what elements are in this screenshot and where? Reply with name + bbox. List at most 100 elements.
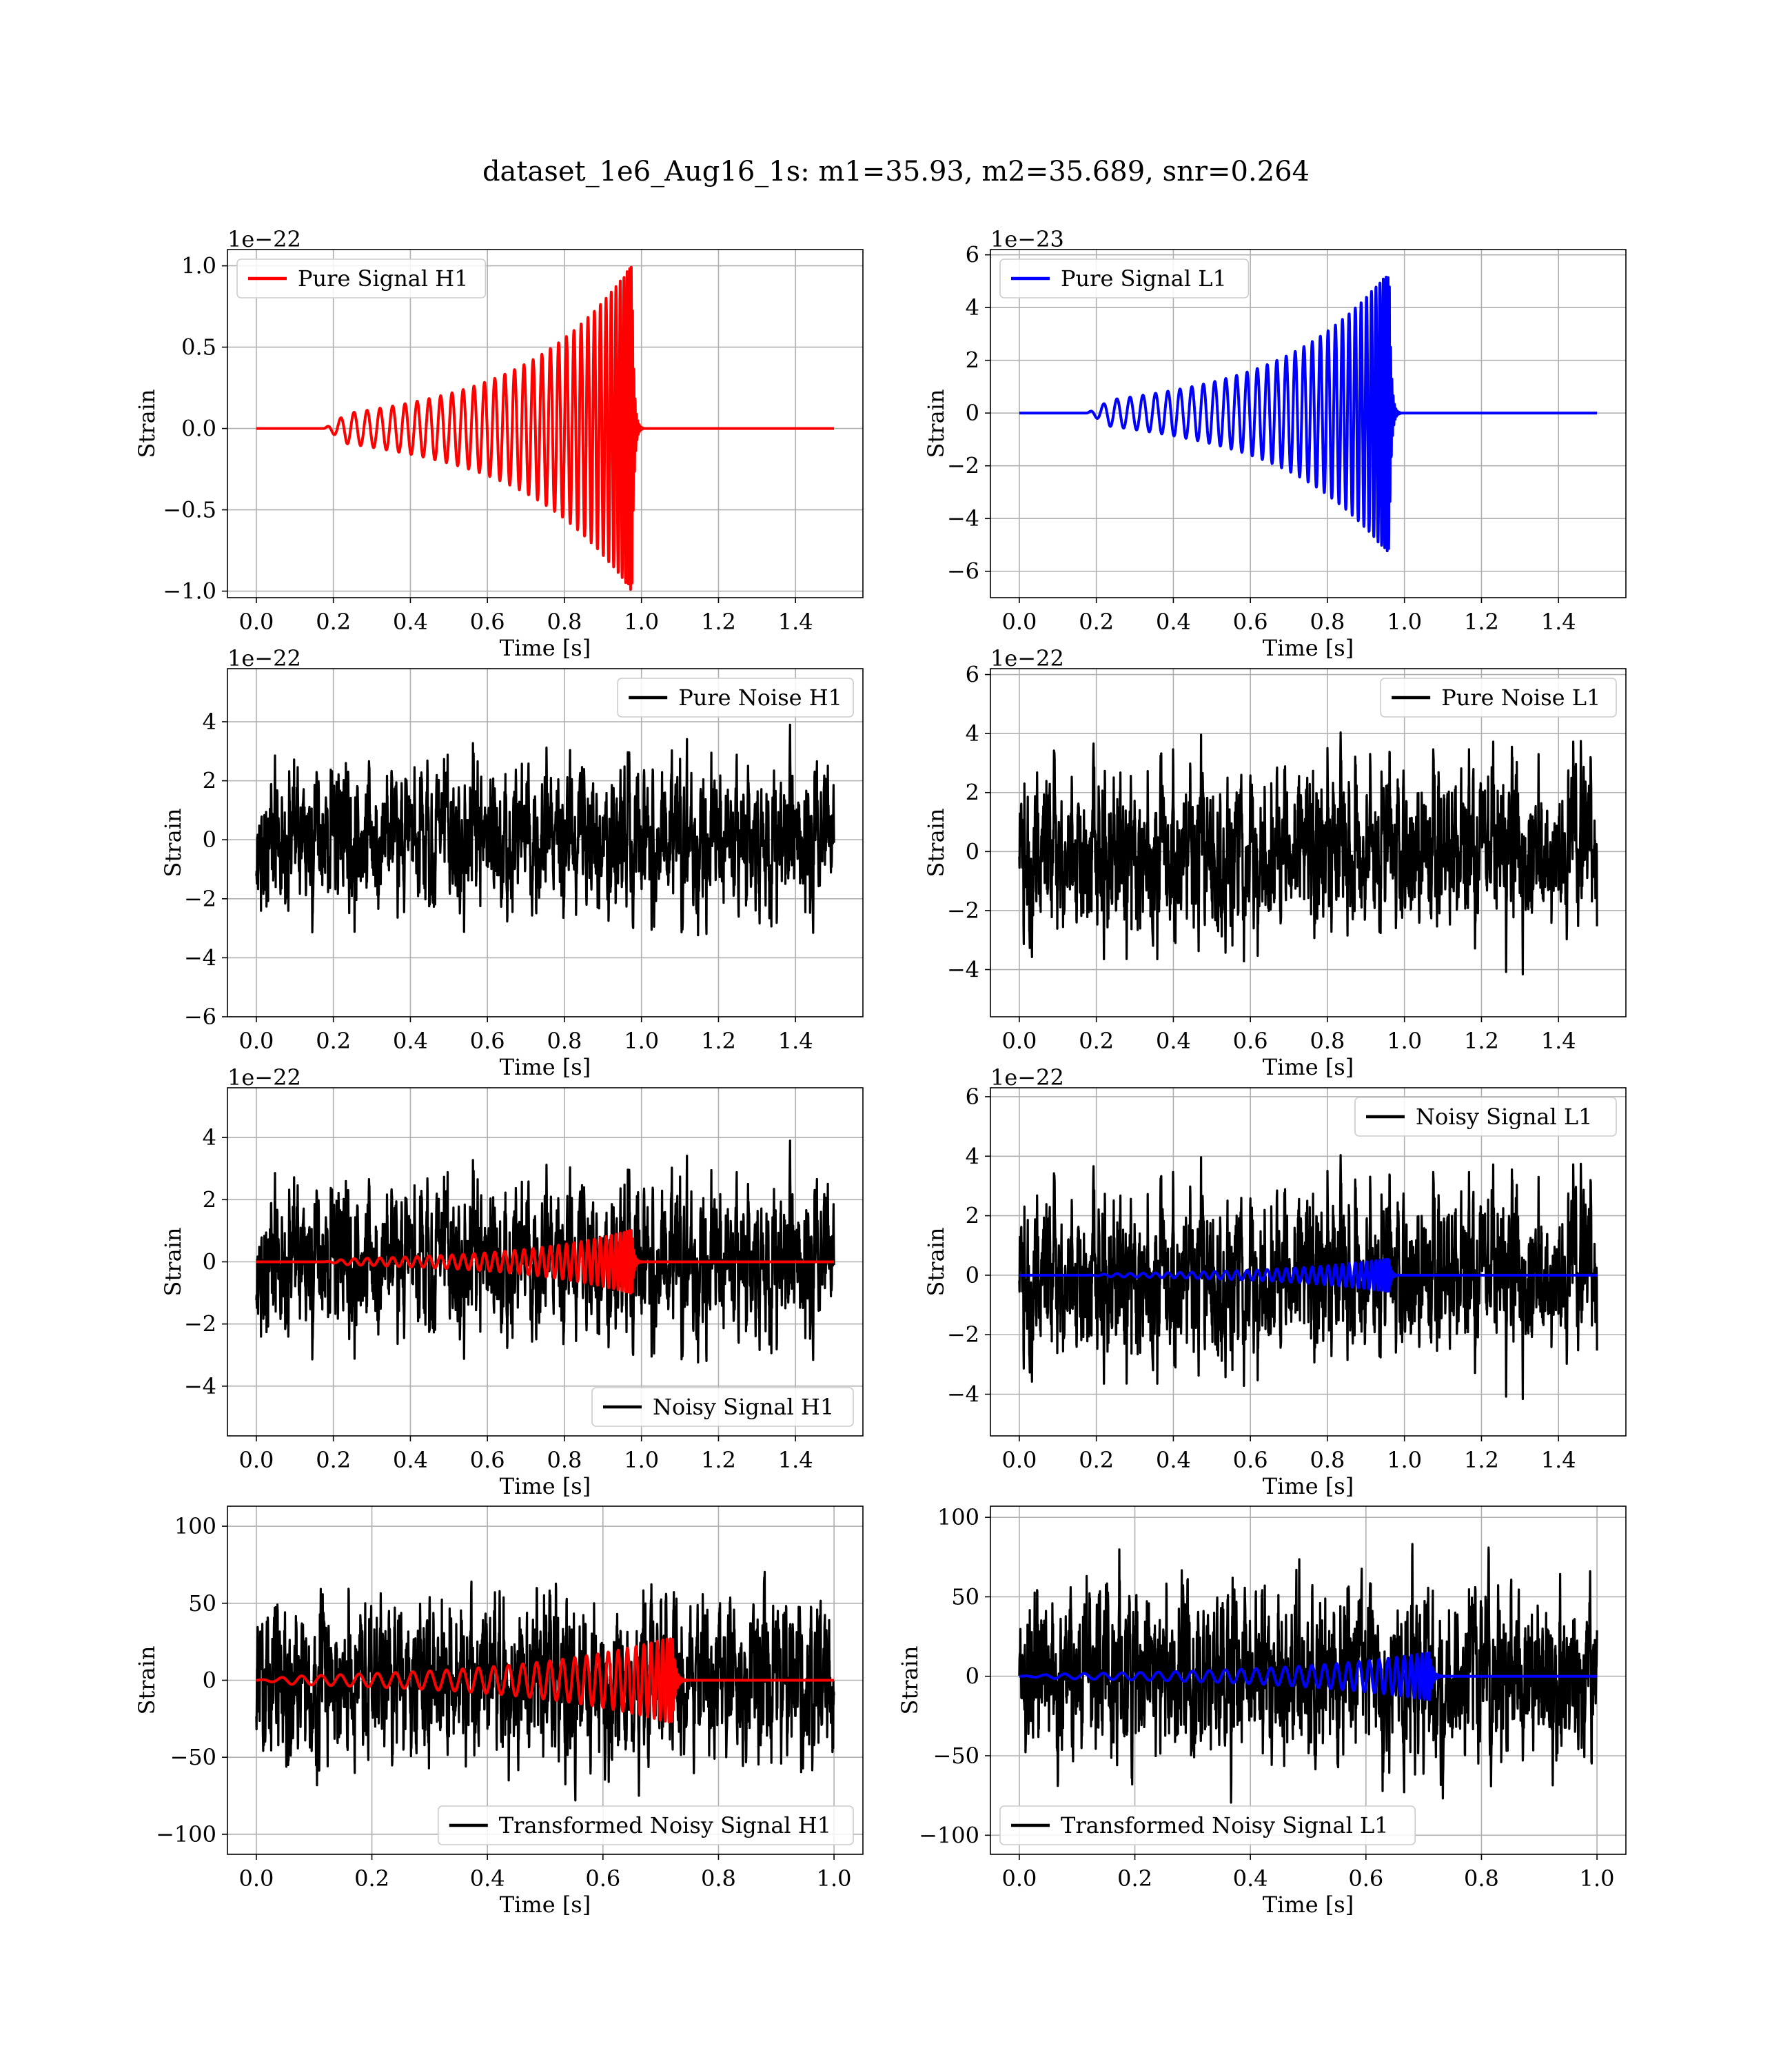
y-axis-label: Strain	[160, 1228, 186, 1297]
legend: Pure Noise H1	[617, 678, 854, 718]
y-tick-label: 6	[966, 662, 979, 688]
plot-frame	[990, 1506, 1627, 1855]
y-tick-label: 6	[966, 242, 979, 268]
y-tick-label: −4	[947, 1381, 979, 1408]
noise-series-line	[255, 723, 835, 937]
signal-series-line	[255, 265, 835, 591]
legend-label: Transformed Noisy Signal H1	[499, 1812, 831, 1838]
legend: Pure Noise L1	[1380, 678, 1617, 718]
series-group	[1018, 1154, 1598, 1401]
x-tick-label: 0.8	[547, 609, 582, 635]
y-tick-label: 4	[203, 1124, 216, 1150]
x-tick-label: 1.2	[1464, 1447, 1499, 1473]
legend-box	[591, 1387, 854, 1427]
plot-frame	[990, 1087, 1627, 1437]
legend-box	[999, 1805, 1416, 1845]
legend-label: Pure Signal L1	[1061, 265, 1227, 292]
series-group	[255, 265, 835, 591]
x-tick-label: 0.4	[393, 1447, 428, 1473]
x-tick-label: 0.8	[701, 1865, 736, 1892]
y-axis-label: Strain	[160, 809, 186, 878]
y-tick-label: 2	[203, 768, 216, 794]
y-tick-label: −2	[184, 886, 216, 912]
x-axis-label: Time [s]	[1263, 1054, 1354, 1080]
x-tick-label: 0.2	[316, 1028, 351, 1054]
y-tick-label: 0	[966, 1663, 979, 1690]
x-tick-label: 0.2	[1079, 1028, 1114, 1054]
x-tick-label: 0.6	[1233, 609, 1268, 635]
y-tick-label: −6	[947, 558, 979, 585]
x-tick-label: 0.6	[470, 1028, 505, 1054]
signal-series-line	[1018, 276, 1598, 553]
x-tick-label: 0.2	[1079, 1447, 1114, 1473]
x-axis-label: Time [s]	[1263, 1473, 1354, 1499]
x-tick-label: 0.0	[1001, 609, 1037, 635]
y-tick-label: −100	[156, 1821, 216, 1847]
chart-panel-6: 0.0 0.2 0.4 0.6 0.8 1.0 1.2 1.4 −4 −2 0 2 4 6 Time [s]…	[923, 1064, 1627, 1499]
x-tick-label: 1.4	[778, 1447, 813, 1473]
legend-box	[437, 1805, 854, 1845]
x-tick-label: 0.0	[238, 1447, 274, 1473]
y-axis-label: Strain	[897, 1646, 923, 1715]
x-tick-label: 0.4	[1156, 1447, 1191, 1473]
chart-panel-8: 0.0 0.2 0.4 0.6 0.8 1.0 −100 −50 0 50 100 Time [s] S…	[897, 1504, 1627, 1918]
legend-label: Pure Noise H1	[678, 685, 842, 711]
y-offset-text: 1e−23	[990, 226, 1064, 252]
chart-panel-4: 0.0 0.2 0.4 0.6 0.8 1.0 1.2 1.4 −4 −2 0 2 4 6 Time [s]…	[923, 645, 1627, 1080]
x-tick-label: 0.6	[585, 1865, 620, 1892]
x-tick-label: 0.0	[238, 609, 274, 635]
plot-frame	[227, 249, 864, 598]
x-tick-label: 1.4	[778, 609, 813, 635]
series-group	[255, 1570, 835, 1802]
y-offset-text: 1e−22	[990, 1064, 1064, 1091]
x-tick-label: 1.2	[701, 1447, 736, 1473]
y-tick-label: −4	[184, 1373, 216, 1399]
y-tick-label: −4	[184, 944, 216, 971]
chart-panel-5: 0.0 0.2 0.4 0.6 0.8 1.0 1.2 1.4 −4 −2 0 2 4 Time [s] S…	[160, 1064, 864, 1499]
x-tick-label: 1.0	[624, 1028, 659, 1054]
legend-label: Transformed Noisy Signal L1	[1061, 1812, 1389, 1838]
figure-title: dataset_1e6_Aug16_1s: m1=35.93, m2=35.68…	[482, 156, 1310, 187]
legend: Transformed Noisy Signal L1	[999, 1805, 1416, 1845]
x-tick-label: 0.0	[1001, 1865, 1037, 1892]
y-tick-label: −4	[947, 957, 979, 983]
x-axis-label: Time [s]	[500, 1473, 591, 1499]
legend-label: Noisy Signal L1	[1416, 1104, 1593, 1130]
x-tick-label: 0.4	[393, 1028, 428, 1054]
x-tick-label: 0.8	[1310, 609, 1345, 635]
plot-area	[990, 250, 1626, 598]
legend-box	[236, 258, 487, 298]
plot-frame	[990, 249, 1627, 598]
legend-label: Noisy Signal H1	[653, 1394, 834, 1420]
x-tick-label: 1.0	[1580, 1865, 1615, 1892]
legend-label: Pure Noise L1	[1441, 685, 1600, 711]
x-tick-label: 0.2	[354, 1865, 389, 1892]
y-tick-label: −50	[933, 1743, 979, 1769]
x-tick-label: 0.6	[470, 1447, 505, 1473]
legend: Pure Signal L1	[999, 258, 1250, 298]
x-tick-label: 1.0	[1387, 609, 1422, 635]
x-axis-label: Time [s]	[1263, 1892, 1354, 1918]
y-tick-label: 2	[966, 347, 979, 374]
x-tick-label: 0.4	[393, 609, 428, 635]
x-tick-label: 1.4	[1541, 609, 1576, 635]
y-tick-label: 0.5	[181, 334, 216, 361]
chart-panel-2: 0.0 0.2 0.4 0.6 0.8 1.0 1.2 1.4 −6 −4 −2 0 2 4 6 Time […	[923, 226, 1627, 661]
y-axis-label: Strain	[923, 1228, 949, 1297]
legend: Transformed Noisy Signal H1	[437, 1805, 854, 1845]
y-tick-label: −4	[947, 505, 979, 531]
y-tick-label: 2	[966, 1203, 979, 1229]
y-tick-label: −2	[947, 1321, 979, 1348]
x-tick-label: 1.4	[1541, 1028, 1576, 1054]
x-tick-label: 1.0	[817, 1865, 852, 1892]
x-tick-label: 1.2	[701, 1028, 736, 1054]
y-tick-label: −2	[947, 453, 979, 479]
y-tick-label: 4	[203, 709, 216, 735]
x-tick-label: 1.0	[1387, 1028, 1422, 1054]
y-tick-label: −2	[947, 898, 979, 924]
x-tick-label: 0.4	[1156, 609, 1191, 635]
y-tick-label: 0	[966, 400, 979, 426]
y-offset-text: 1e−22	[227, 1064, 301, 1091]
x-tick-label: 0.4	[470, 1865, 505, 1892]
